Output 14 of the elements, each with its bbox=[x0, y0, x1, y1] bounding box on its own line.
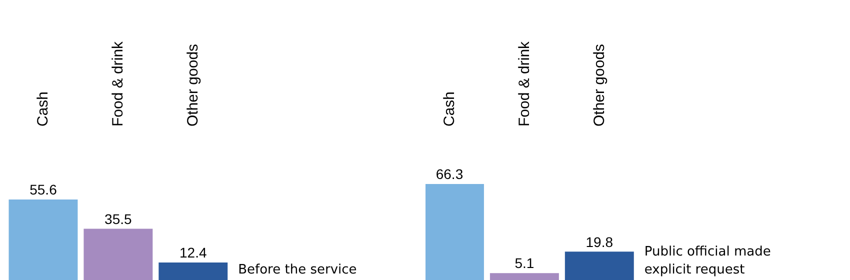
x-tick-label: Food & drink bbox=[516, 40, 533, 126]
data-label: 5.1 bbox=[514, 255, 534, 272]
text: Public official made explicit request bbox=[644, 244, 771, 278]
x-tick-label: Cash bbox=[440, 91, 458, 126]
x-tick-label: Other goods bbox=[590, 44, 608, 126]
data-label: 19.8 bbox=[586, 234, 614, 250]
x-tick-label: Food & drink bbox=[110, 40, 127, 126]
data-label: 66.3 bbox=[436, 166, 464, 182]
data-label: 12.4 bbox=[180, 244, 207, 261]
x-tick-label: Other goods bbox=[184, 44, 202, 126]
text: Before the service bbox=[238, 262, 357, 278]
x-tick-label: Cash bbox=[34, 91, 52, 126]
data-label: 55.6 bbox=[30, 182, 58, 198]
data-label: 35.5 bbox=[104, 210, 132, 227]
